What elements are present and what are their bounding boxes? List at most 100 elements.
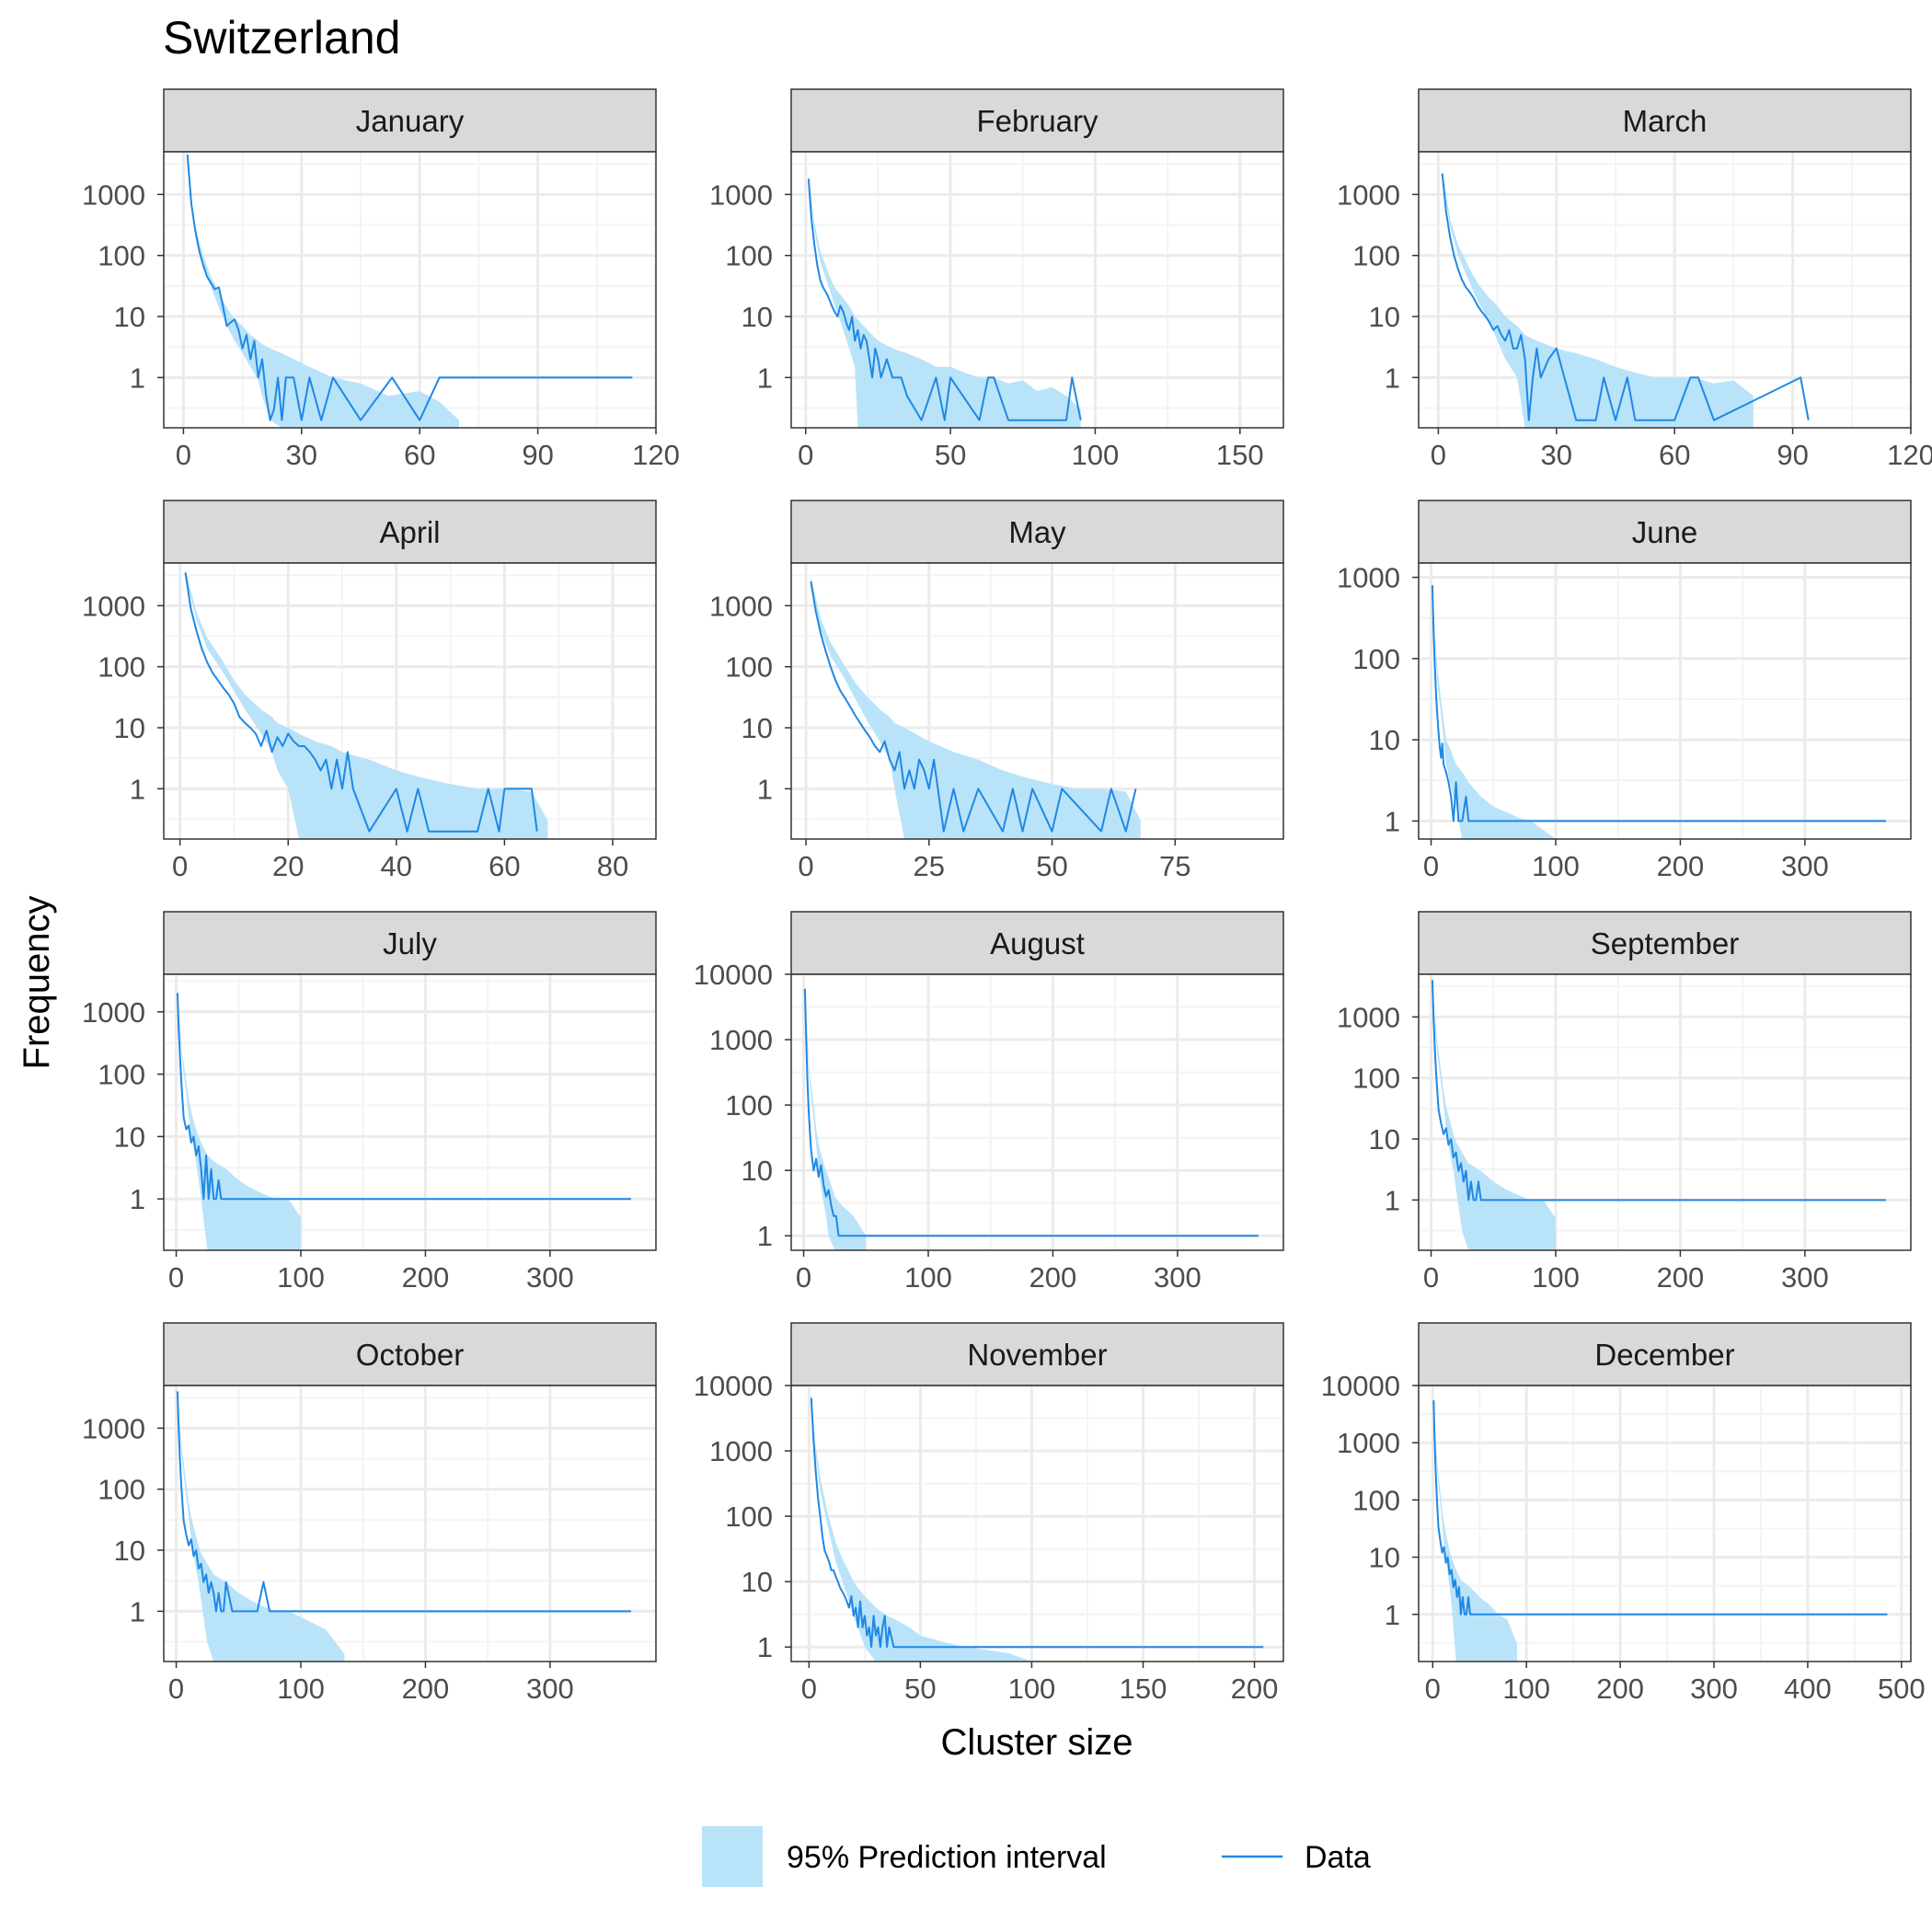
facet-strip	[790, 500, 1284, 564]
x-tick-label: 100	[1532, 1261, 1580, 1294]
panel-border	[790, 151, 1284, 429]
x-tick-label: 300	[1781, 1261, 1829, 1294]
y-tick-label: 10000	[694, 959, 773, 991]
x-tick-label: 60	[489, 850, 520, 882]
x-tick-label: 100	[277, 1261, 325, 1294]
panel-border	[790, 973, 1284, 1251]
x-tick-label: 150	[1216, 439, 1264, 471]
y-tick-label: 100	[725, 1501, 773, 1533]
data-line	[1431, 585, 1886, 822]
y-tick-label: 10	[742, 1566, 773, 1598]
facet-strip-label: June	[1632, 515, 1698, 549]
x-tick-label: 0	[168, 1261, 184, 1294]
panel-grid	[164, 974, 656, 1250]
x-tick-label: 300	[526, 1673, 574, 1705]
data-line	[1432, 1400, 1888, 1616]
x-tick-label: 25	[914, 850, 945, 882]
y-tick-label: 100	[725, 651, 773, 684]
data-line	[810, 1397, 1264, 1649]
panel-border	[790, 1385, 1284, 1662]
y-tick-label: 100	[1352, 1484, 1400, 1516]
y-tick-label: 1	[757, 1220, 773, 1252]
y-tick-label: 10	[1369, 1123, 1400, 1156]
x-tick-label: 100	[277, 1673, 325, 1705]
y-tick-label: 1000	[709, 178, 773, 211]
y-tick-label: 10	[114, 712, 145, 744]
panel-grid	[164, 1386, 656, 1662]
data-line	[184, 572, 538, 833]
panel-border	[163, 562, 657, 840]
x-tick-label: 0	[168, 1673, 184, 1705]
facet-strip	[790, 88, 1284, 153]
prediction-interval-ribbon	[811, 576, 1141, 839]
y-tick-label: 100	[98, 240, 145, 272]
x-tick-label: 0	[1423, 850, 1439, 882]
x-tick-label: 60	[1659, 439, 1690, 471]
x-tick-label: 200	[402, 1673, 450, 1705]
legend-key-interval	[702, 1826, 763, 1887]
x-tick-label: 100	[1532, 850, 1580, 882]
facet-strip-label: February	[976, 104, 1098, 138]
x-tick-label: 0	[796, 1261, 811, 1294]
facet-strip-label: August	[990, 926, 1085, 960]
y-tick-label: 1000	[1337, 1001, 1400, 1033]
facet-strip-label: July	[383, 926, 437, 960]
x-tick-label: 400	[1784, 1673, 1832, 1705]
x-tick-label: 200	[1657, 850, 1705, 882]
y-tick-label: 100	[1352, 643, 1400, 675]
facet-strip	[1418, 911, 1912, 975]
y-tick-label: 1	[1385, 1184, 1400, 1216]
data-line	[1441, 173, 1810, 421]
y-tick-label: 1000	[709, 590, 773, 622]
facet-panel-december: December 0 100 200 300 400 500 1 10 100 1000 10000	[1321, 1322, 1926, 1705]
x-tick-label: 0	[172, 850, 188, 882]
facet-strip-label: December	[1594, 1338, 1734, 1372]
y-tick-label: 1000	[82, 178, 145, 211]
y-tick-label: 100	[98, 1059, 145, 1091]
facet-strip	[163, 911, 657, 975]
data-line	[1431, 980, 1886, 1202]
facet-panel-september: September 0 100 200 300 1 10 100 1000	[1337, 911, 1912, 1294]
panel-border	[1418, 151, 1912, 429]
y-tick-label: 1	[130, 1183, 145, 1215]
y-tick-label: 1	[1385, 1599, 1400, 1631]
facet-strip	[163, 500, 657, 564]
panel-border	[1418, 1385, 1912, 1662]
y-tick-label: 100	[98, 1474, 145, 1506]
chart-title: Switzerland	[163, 12, 400, 63]
x-tick-label: 0	[798, 850, 813, 882]
y-tick-label: 10	[742, 1155, 773, 1187]
panel-background	[164, 152, 656, 428]
x-tick-label: 150	[1120, 1673, 1167, 1705]
x-tick-label: 200	[402, 1261, 450, 1294]
x-tick-label: 100	[1008, 1673, 1056, 1705]
facet-strip-label: October	[356, 1338, 464, 1372]
y-tick-label: 1	[1385, 362, 1400, 394]
y-tick-label: 100	[725, 1089, 773, 1121]
y-tick-label: 1000	[709, 1435, 773, 1467]
x-tick-label: 90	[1777, 439, 1808, 471]
y-tick-label: 10000	[694, 1370, 773, 1402]
panel-border	[1418, 562, 1912, 840]
prediction-interval-ribbon	[185, 569, 548, 839]
x-tick-label: 0	[1425, 1673, 1441, 1705]
y-tick-label: 10	[742, 301, 773, 333]
x-tick-label: 50	[1036, 850, 1067, 882]
x-tick-label: 30	[1541, 439, 1572, 471]
x-tick-label: 100	[1502, 1673, 1550, 1705]
x-tick-label: 80	[597, 850, 628, 882]
data-line	[810, 581, 1137, 833]
panel-background	[791, 974, 1283, 1250]
facet-panel-october: October 0 100 200 300 1 10 100 1000	[82, 1322, 657, 1705]
x-tick-label: 0	[801, 1673, 817, 1705]
y-axis-title: Frequency	[17, 896, 57, 1070]
y-tick-label: 1000	[1337, 178, 1400, 211]
prediction-interval-ribbon	[1432, 581, 1556, 839]
y-tick-label: 1	[130, 773, 145, 805]
data-line	[186, 154, 633, 421]
y-tick-label: 1000	[1337, 562, 1400, 594]
facet-strip-label: March	[1623, 104, 1708, 138]
x-tick-label: 100	[1072, 439, 1120, 471]
